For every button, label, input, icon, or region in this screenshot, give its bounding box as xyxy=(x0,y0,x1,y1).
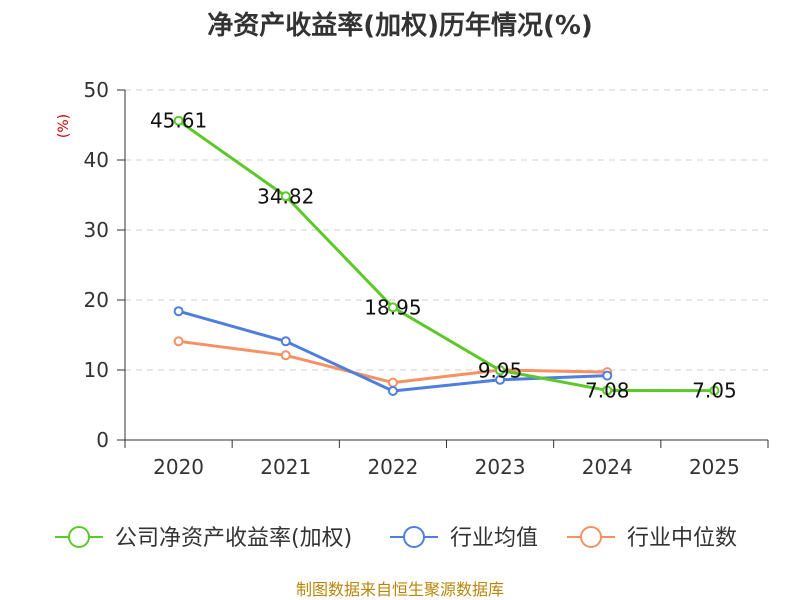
gridlines xyxy=(125,89,768,371)
data-point[interactable] xyxy=(280,350,291,361)
legend-label: 公司净资产收益率(加权) xyxy=(115,526,352,551)
legend-marker xyxy=(68,526,90,548)
data-point[interactable] xyxy=(602,385,613,396)
x-tick-label: 2021 xyxy=(260,455,311,479)
series-line xyxy=(178,339,608,385)
y-axis-label: (%) xyxy=(56,114,72,138)
source-note: 制图数据来自恒生聚源数据库 xyxy=(296,580,504,599)
y-tick-label: 10 xyxy=(84,358,109,382)
data-point[interactable] xyxy=(387,386,398,396)
axes: 0 10 20 30 40 50 2020 2021 2022 2023 2024 2025 xyxy=(84,78,769,479)
data-point[interactable] xyxy=(173,336,184,347)
chart-title: 净资产收益率(加权)历年情况(%) xyxy=(207,10,593,41)
legend-label: 行业均值 xyxy=(450,526,538,551)
data-label: 7.05 xyxy=(692,379,737,403)
legend-marker xyxy=(403,526,425,548)
series-line xyxy=(177,119,715,393)
x-tick-label: 2025 xyxy=(689,455,740,479)
data-point[interactable] xyxy=(495,365,506,376)
data-point[interactable] xyxy=(495,374,506,385)
legend-label: 行业中位数 xyxy=(627,526,737,551)
data-point[interactable] xyxy=(173,115,184,126)
data-label: 45.61 xyxy=(150,109,207,133)
data-label: 9.95 xyxy=(478,358,523,382)
data-point[interactable] xyxy=(280,336,291,347)
y-tick-label: 50 xyxy=(84,78,109,102)
data-label: 18.95 xyxy=(364,295,421,319)
data-label: 34.82 xyxy=(257,184,314,208)
data-point[interactable] xyxy=(387,302,398,313)
x-tick-label: 2023 xyxy=(475,455,526,479)
legend[interactable]: 公司净资产收益率(加权) 行业均值 行业中位数 xyxy=(55,526,737,551)
x-tick-label: 2024 xyxy=(582,455,633,479)
y-tick-label: 40 xyxy=(84,148,109,172)
data-point[interactable] xyxy=(387,377,398,388)
data-point[interactable] xyxy=(709,385,720,396)
legend-marker xyxy=(580,526,602,548)
series-group xyxy=(173,115,720,396)
legend-item[interactable]: 行业均值 xyxy=(390,526,538,551)
data-point[interactable] xyxy=(602,370,613,381)
data-point[interactable] xyxy=(280,191,291,202)
x-tick-label: 2020 xyxy=(153,455,204,479)
legend-item[interactable]: 行业中位数 xyxy=(567,526,737,551)
data-point[interactable] xyxy=(173,306,184,317)
data-labels: 45.61 34.82 18.95 9.95 7.08 7.05 xyxy=(150,109,737,403)
y-tick-label: 0 xyxy=(96,428,109,452)
legend-item[interactable]: 公司净资产收益率(加权) xyxy=(55,526,352,551)
x-tick-label: 2022 xyxy=(367,455,418,479)
y-tick-label: 30 xyxy=(84,218,109,242)
y-tick-label: 20 xyxy=(84,288,109,312)
data-label: 7.08 xyxy=(585,378,630,402)
